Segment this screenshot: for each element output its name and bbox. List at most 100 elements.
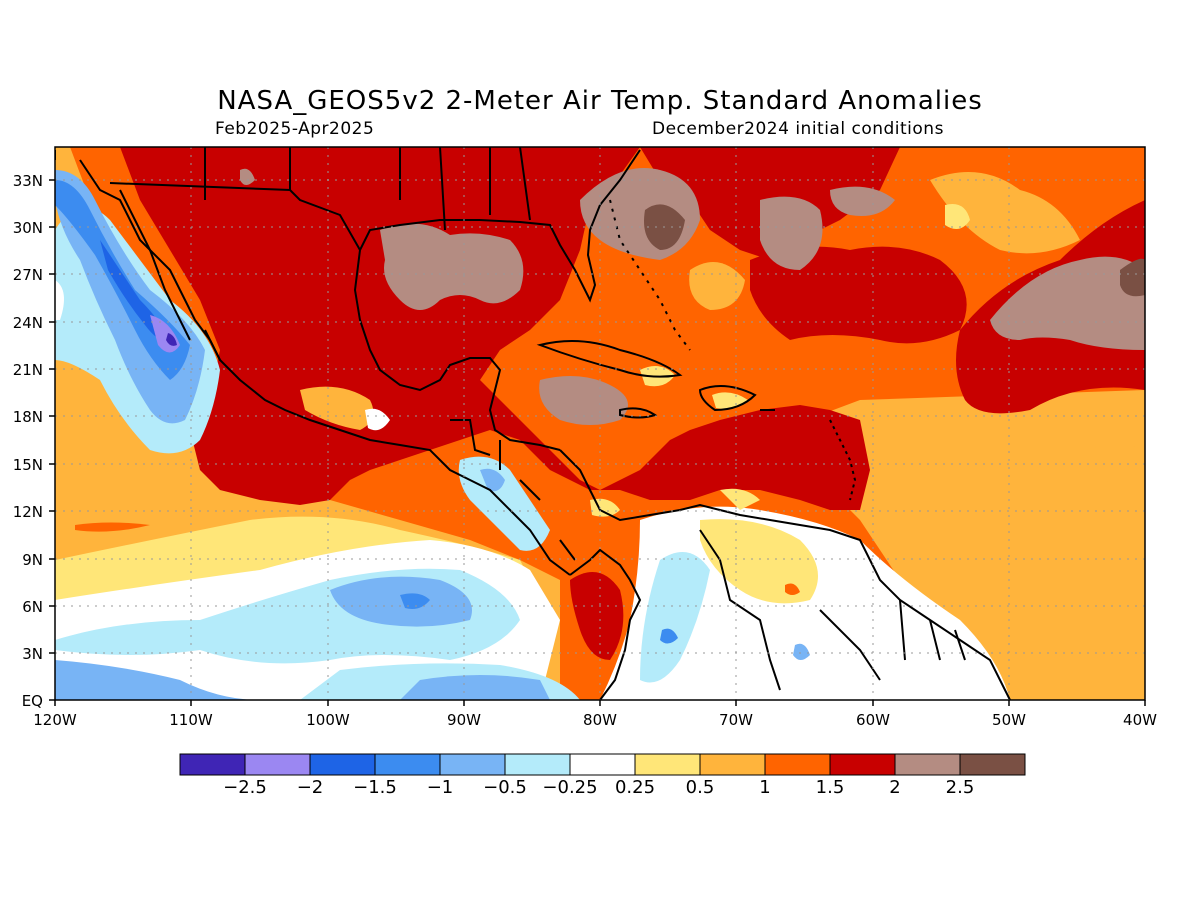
colorbar-swatch [699,753,766,776]
anomaly-patch-0.5to1-mexico [300,386,374,430]
anomaly-region-2to2.5-caribbean [539,376,628,425]
lat-label: 21N [13,361,43,379]
lesser-antilles [829,419,857,501]
colorbar-label: 0.25 [615,777,655,798]
anomaly-region-minus0.5to1-sw [55,660,260,700]
lon-label: 70W [719,711,753,729]
colorbar-label: −1.5 [353,777,397,798]
border-us-states [204,147,531,231]
anomaly-patch-1to1.5-venezuela [785,583,800,595]
colorbar-swatch [504,753,571,776]
lat-label: EQ [22,692,43,710]
anomaly-patch-neutral-mexico [365,408,390,431]
lat-label: 9N [22,551,43,569]
colorbar-swatch [374,753,441,776]
colorbar-swatch [959,753,1026,776]
coastlines [55,147,1011,700]
longitude-labels: 120W 110W 100W 90W 80W 70W 60W 50W 40W [33,711,1157,729]
anomaly-region-0.25to0.5-venezuela [700,519,818,604]
anomaly-patch-over2.5-east [1120,258,1145,297]
border-us-mexico [109,182,361,251]
anomaly-region-2to2.5-atl-mid [760,196,823,270]
anomaly-patch-minus0.5to1-pac [330,576,472,627]
cuba-outline [536,340,683,378]
lon-label: 100W [306,711,350,729]
anomaly-patch-0.5to1-e [1085,445,1145,484]
initial-conditions: December2024 initial conditions [652,119,944,139]
colorbar-label: 2.5 [946,777,975,798]
anomaly-patch-minus1-colombia [660,628,678,644]
anomaly-patch-minus0.5-south [400,675,550,700]
lon-label: 90W [447,711,481,729]
coastline-caribbean-southamerica [559,449,1011,700]
lat-label: 15N [13,456,43,474]
colorbar-label: −2.5 [223,777,267,798]
colorbar-swatch [894,753,961,776]
colorbar-swatch [829,753,896,776]
lat-label: 18N [13,408,43,426]
colorbar-swatch [634,753,701,776]
lon-label: 80W [583,711,617,729]
lat-label: 27N [13,266,43,284]
anomaly-patch-0.5to1-ne [930,172,1080,254]
anomaly-region-2to2.5-atl-east [990,256,1145,350]
anomaly-field [55,147,1145,700]
colorbar-label: 2 [889,777,900,798]
coastline-gulf-of-california [119,189,191,341]
latitude-labels: EQ 3N 6N 9N 12N 15N 18N 21N 24N 27N 30N … [13,172,43,710]
colorbar-label: −1 [427,777,454,798]
coastline-colombia-pacific [569,548,642,700]
anomaly-region-minus0.25-colombia [640,552,710,683]
colorbar-swatch [309,753,376,776]
colorbar-swatch [179,753,246,776]
colorbar-label: 1 [759,777,770,798]
anomaly-region-neutral-southamerica [600,506,1010,700]
lon-label: 40W [1123,711,1157,729]
lon-label: 60W [856,711,890,729]
coastline-gulf-us [359,149,641,303]
anomaly-region-1.5to2-atl-mid [750,246,967,344]
border-south-america [699,529,966,691]
coastline-gulf-mexico-yucatan [353,249,561,451]
map-title: NASA_GEOS5v2 2-Meter Air Temp. Standard … [217,86,983,116]
anomaly-patch-minus0.5-amazon [793,643,810,660]
colorbar-swatch [764,753,831,776]
lon-label: 120W [33,711,77,729]
jamaica-outline [619,407,658,419]
axis-ticks [49,179,1146,706]
anomaly-patch-minus0.5-honduras [480,468,505,492]
anomaly-patch-0.25to0.5-caribbean [720,488,760,510]
colorbar-label: 0.5 [686,777,715,798]
coastline-pacific-mainland [204,329,571,576]
hispaniola-outline [698,385,757,412]
colorbar-label: 1.5 [816,777,845,798]
coastline-baja-pacific [79,159,221,361]
lon-label: 50W [992,711,1026,729]
anomaly-patch-minus1to1.5-pac [400,593,430,609]
lat-label: 3N [22,645,43,663]
colorbar-label: −0.25 [542,777,597,798]
anomaly-patch-below-minus2.5-baja [166,333,177,346]
colorbar-label: −0.5 [483,777,527,798]
colorbar-swatch [569,753,636,776]
lat-label: 12N [13,503,43,521]
gridlines [55,147,1145,700]
lon-label: 110W [169,711,213,729]
colorbar-swatch [244,753,311,776]
colorbar: −2.5 −2 −1.5 −1 −0.5 −0.25 0.25 0.5 1 1.5 2 2.5 [179,753,1026,798]
anomaly-patch-neutral-baja [55,280,64,320]
colorbar-label: −2 [297,777,324,798]
forecast-period: Feb2025-Apr2025 [215,119,375,139]
lat-label: 6N [22,598,43,616]
anomaly-streak-1to1.5-pac [75,522,150,532]
lat-label: 30N [13,219,43,237]
anomaly-patch-2to2.5-atl-n [830,186,895,216]
colorbar-swatch [439,753,506,776]
border-central-america [450,419,576,561]
anomaly-patch-2to2.5-mex [240,168,255,185]
anomaly-region-2to2.5-gulf [380,223,524,310]
anomaly-patch-0.25to0.5-ne [945,204,970,229]
lat-label: 24N [13,314,43,332]
